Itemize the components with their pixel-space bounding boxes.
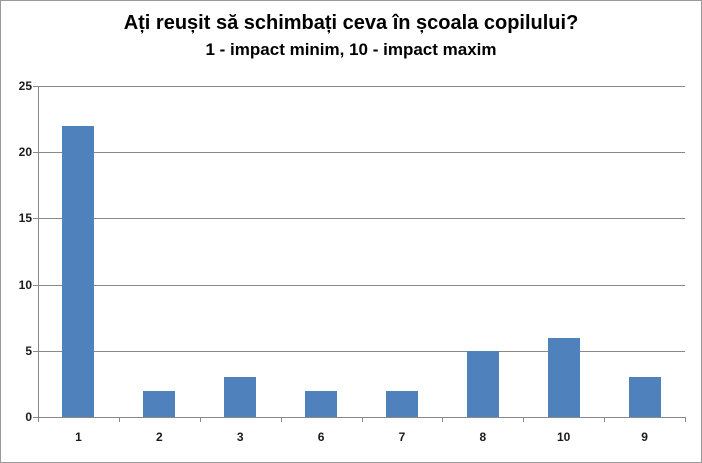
x-tick-mark-8 — [685, 417, 686, 422]
x-tick-label-1: 1 — [75, 430, 82, 444]
x-tick-label-6: 6 — [317, 430, 325, 444]
x-tick-mark-0 — [38, 417, 39, 422]
x-axis-labels: 1 2 3 6 7 8 10 9 — [38, 417, 685, 444]
x-tick-mark-2 — [200, 417, 201, 422]
gridline-y-15 — [38, 218, 685, 220]
x-tick-mark-7 — [604, 417, 605, 422]
bar-7 — [385, 391, 418, 417]
y-tick-mark-0 — [33, 417, 38, 418]
gridline-y-10 — [38, 284, 685, 286]
y-tick-label-15: 15 — [18, 211, 32, 226]
gridline-y-5 — [38, 350, 685, 352]
y-tick-mark-10 — [33, 284, 38, 286]
bar-6 — [305, 391, 338, 417]
x-tick-mark-5 — [442, 417, 443, 422]
y-tick-mark-5 — [33, 350, 38, 352]
x-tick-label-8: 8 — [479, 430, 487, 444]
y-tick-label-25: 25 — [18, 79, 32, 93]
x-tick-label-10: 10 — [557, 430, 571, 444]
gridline-y-20 — [38, 152, 685, 154]
x-tick-mark-6 — [523, 417, 524, 422]
x-axis-line — [38, 417, 685, 418]
chart-title: Ați reușit să schimbați ceva în școala c… — [123, 12, 579, 34]
x-tick-label-7: 7 — [398, 430, 406, 444]
y-tick-mark-15 — [33, 218, 38, 220]
x-tick-mark-4 — [362, 417, 363, 422]
chart-subtitle: 1 - impact minim, 10 - impact maxim — [205, 40, 497, 59]
y-tick-mark-25 — [33, 86, 38, 87]
x-tick-label-2: 2 — [155, 430, 163, 444]
bar-8 — [466, 351, 499, 417]
x-tick-label-3: 3 — [236, 430, 244, 444]
bar-2 — [143, 391, 176, 417]
bar-1 — [62, 126, 95, 417]
y-tick-label-0: 0 — [25, 410, 32, 424]
y-axis-line — [38, 86, 39, 417]
y-axis-labels: 0 5 10 15 20 25 — [1, 79, 32, 424]
bar-9 — [628, 377, 661, 417]
x-tick-mark-3 — [281, 417, 282, 422]
x-tick-label-9: 9 — [641, 430, 648, 444]
plot-area — [38, 86, 685, 418]
bar-3 — [224, 377, 257, 417]
y-tick-mark-20 — [33, 152, 38, 154]
y-tick-label-10: 10 — [18, 277, 32, 292]
bar-10 — [547, 338, 580, 417]
y-tick-label-20: 20 — [18, 145, 32, 160]
gridline-y-25 — [38, 86, 685, 87]
x-tick-mark-1 — [119, 417, 120, 422]
y-tick-label-5: 5 — [25, 343, 32, 358]
